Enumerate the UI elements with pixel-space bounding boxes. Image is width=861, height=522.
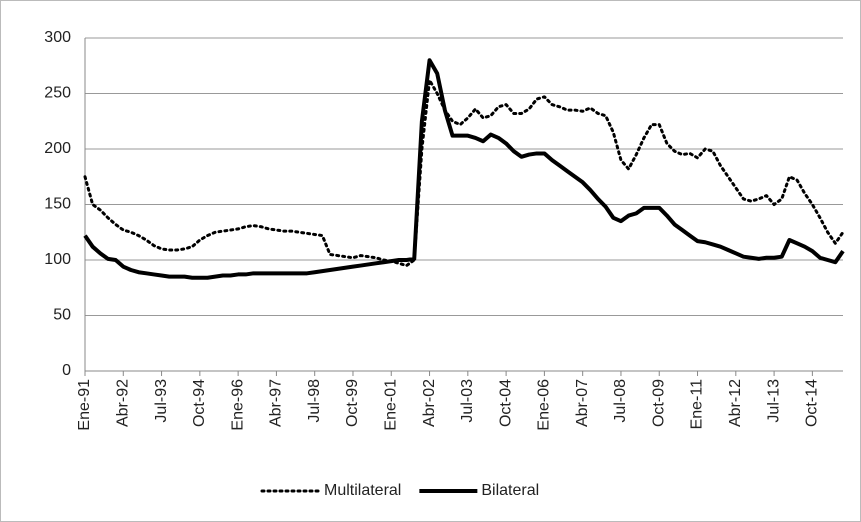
x-tick-label: Jul-98 xyxy=(306,379,323,423)
x-tick-label: Oct-04 xyxy=(497,379,514,427)
legend-label: Multilateral xyxy=(324,482,401,499)
x-tick-label: Abr-97 xyxy=(268,379,285,427)
x-tick-label: Ene-11 xyxy=(689,379,706,430)
y-tick-label: 200 xyxy=(44,140,71,157)
y-tick-label: 300 xyxy=(44,29,71,46)
x-tick-label: Jul-08 xyxy=(612,379,629,423)
x-tick-label: Ene-01 xyxy=(382,379,399,431)
x-tick-label: Abr-02 xyxy=(421,379,438,427)
x-tick-label: Oct-09 xyxy=(650,379,667,427)
x-tick-label: Abr-07 xyxy=(574,379,591,427)
line-series xyxy=(83,78,845,268)
x-tick-label: Jul-93 xyxy=(153,379,170,423)
line-series xyxy=(83,58,845,280)
x-tick-label: Ene-06 xyxy=(536,379,553,431)
x-tick-label: Abr-92 xyxy=(115,379,132,427)
y-tick-label: 50 xyxy=(53,307,71,324)
x-tick-label: Ene-91 xyxy=(76,379,93,431)
x-tick-label: Oct-14 xyxy=(804,379,821,427)
y-tick-label: 150 xyxy=(44,196,71,213)
x-tick-label: Jul-03 xyxy=(459,379,476,423)
x-tick-label: Oct-99 xyxy=(344,379,361,427)
y-tick-label: 100 xyxy=(44,251,71,268)
y-tick-label: 250 xyxy=(44,85,71,102)
x-tick-label: Jul-13 xyxy=(765,379,782,423)
x-tick-label: Oct-94 xyxy=(191,379,208,427)
x-tick-label: Abr-12 xyxy=(727,379,744,427)
legend-label: Bilateral xyxy=(481,482,539,499)
x-tick-label: Ene-96 xyxy=(229,379,246,431)
y-tick-label: 0 xyxy=(62,362,71,379)
